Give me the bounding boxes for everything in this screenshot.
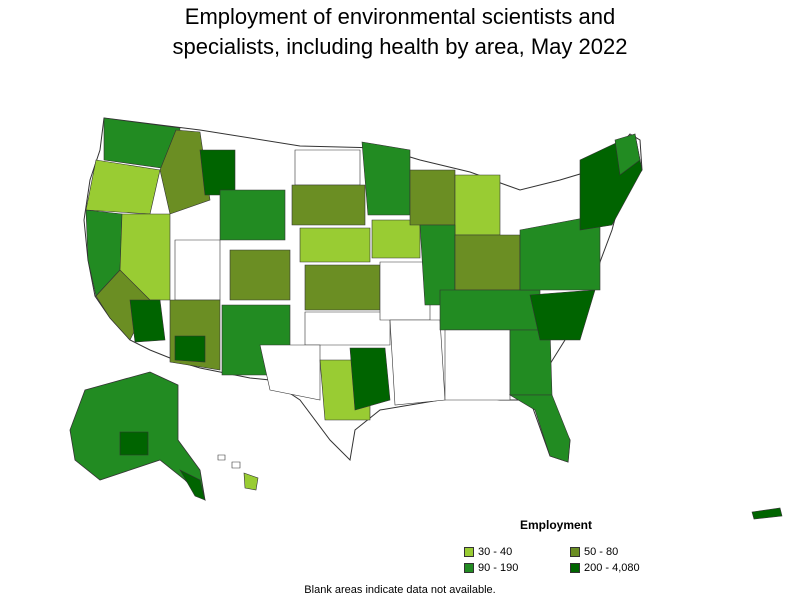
region-oklahoma xyxy=(304,311,391,346)
region-colorado xyxy=(229,249,291,301)
region-oregon xyxy=(85,159,161,215)
region-nebraska xyxy=(299,227,371,263)
region-texas-east xyxy=(349,347,391,411)
region-florida xyxy=(508,394,571,463)
region-hawaii-maui xyxy=(231,461,241,469)
region-idaho xyxy=(159,129,211,215)
region-south-dakota xyxy=(291,184,366,226)
legend-swatch xyxy=(464,563,474,573)
region-tennessee-kentucky xyxy=(439,289,541,331)
region-michigan xyxy=(454,174,501,236)
region-alaska-anchorage xyxy=(119,431,149,456)
region-hawaii-oahu xyxy=(217,454,226,461)
region-north-dakota xyxy=(294,149,361,186)
legend-title: Employment xyxy=(520,518,593,532)
region-mid-atlantic xyxy=(519,214,601,291)
region-indiana-ohio xyxy=(454,234,521,291)
region-phoenix xyxy=(174,335,206,363)
legend-item-30-40: 30 - 40 xyxy=(464,546,512,558)
blank-areas-note: Blank areas indicate data not available. xyxy=(304,584,496,596)
legend-swatch xyxy=(570,563,580,573)
region-puerto-rico xyxy=(751,507,783,520)
region-texas-west xyxy=(259,344,321,401)
legend-label: 50 - 80 xyxy=(584,546,619,558)
region-maine xyxy=(614,133,641,176)
legend-label: 90 - 190 xyxy=(478,562,519,574)
map-title: Employment of environmental scientists a… xyxy=(0,2,800,62)
region-utah xyxy=(174,239,221,301)
title-line-1: Employment of environmental scientists a… xyxy=(184,4,616,29)
region-southern-california xyxy=(129,299,166,343)
region-wyoming xyxy=(219,189,286,241)
legend-swatch xyxy=(570,547,580,557)
region-montana-west xyxy=(199,149,236,196)
legend-swatch xyxy=(464,547,474,557)
region-iowa xyxy=(371,219,421,259)
title-line-2: specialists, including health by area, M… xyxy=(172,34,628,59)
region-carolinas xyxy=(529,289,596,341)
region-kansas xyxy=(304,264,381,311)
legend-label: 30 - 40 xyxy=(478,546,513,558)
legend-label: 200 - 4,080 xyxy=(584,562,640,574)
region-arkansas-louisiana xyxy=(389,319,446,406)
region-mississippi-alabama xyxy=(444,329,511,401)
region-minnesota xyxy=(361,141,411,216)
legend-item-50-80: 50 - 80 xyxy=(570,546,618,558)
region-missouri xyxy=(379,261,431,321)
region-wisconsin xyxy=(409,169,456,226)
region-alaska-southeast xyxy=(179,469,206,501)
legend-item-90-190: 90 - 190 xyxy=(464,562,518,574)
legend-item-200-4080: 200 - 4,080 xyxy=(570,562,640,574)
region-hawaii-island xyxy=(243,472,259,491)
